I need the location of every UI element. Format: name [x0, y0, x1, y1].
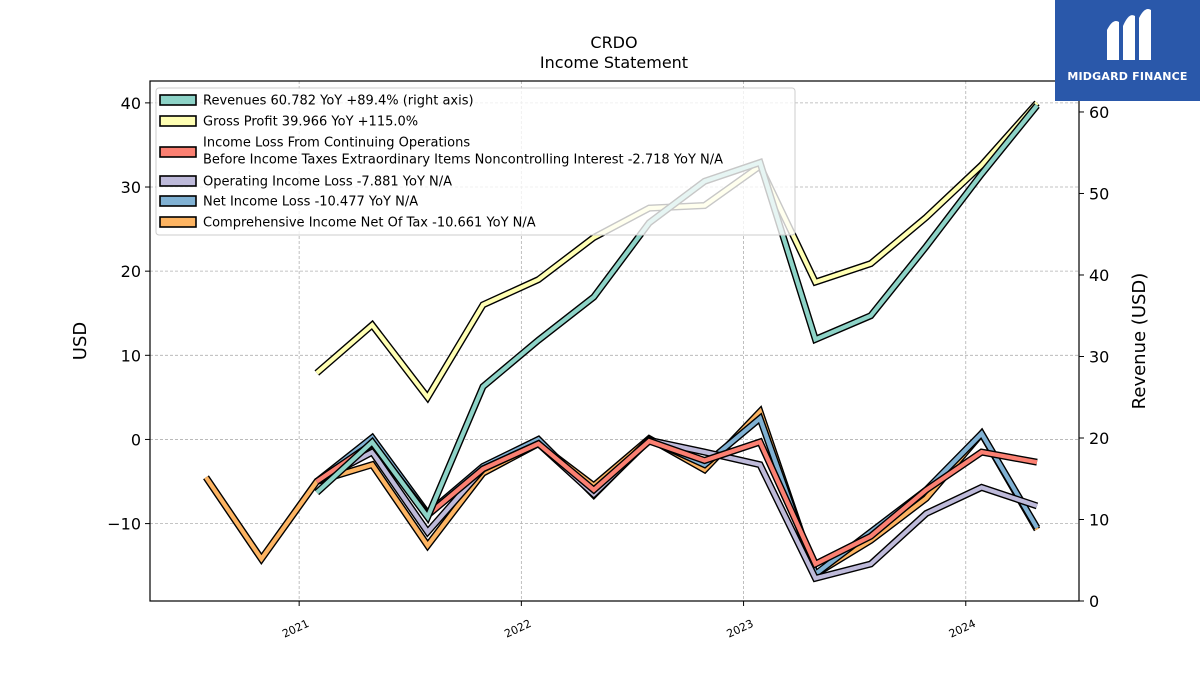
y-tick-label: 10 [121, 346, 141, 365]
y-tick-label: 20 [121, 262, 141, 281]
midgard-finance-logo: MIDGARD FINANCE [1055, 0, 1200, 101]
series-line-outline [203, 405, 1041, 580]
legend-label: Operating Income Loss -7.881 YoY N/A [203, 175, 452, 190]
right-y-tick-label: 10 [1089, 510, 1109, 529]
logo-icon [1107, 9, 1151, 60]
series-5 [203, 405, 1041, 580]
legend-label: Revenues 60.782 YoY +89.4% (right axis) [203, 94, 474, 109]
right-y-tick-label: 40 [1089, 266, 1109, 285]
x-tick-label: 2022 [502, 617, 533, 641]
x-tick-label: 2021 [280, 617, 311, 641]
legend-label: Net Income Loss -10.477 YoY N/A [203, 195, 418, 210]
series-3 [315, 436, 1039, 583]
series-line [315, 438, 1038, 581]
y-axis-label: USD [70, 322, 91, 360]
legend-swatch [159, 216, 197, 228]
legend-swatch [159, 146, 197, 158]
legend: Revenues 60.782 YoY +89.4% (right axis) G… [155, 87, 796, 236]
right-y-tick-label: 50 [1089, 184, 1109, 203]
series-line [315, 438, 1038, 567]
right-y-tick-label: 0 [1089, 592, 1099, 611]
legend-swatch [159, 175, 197, 187]
right-y-tick-label: 60 [1089, 103, 1109, 122]
legend-label: Comprehensive Income Net Of Tax -10.661 … [203, 216, 536, 231]
logo-wordmark: MIDGARD FINANCE [1067, 70, 1188, 83]
right-y-axis-label: Revenue (USD) [1129, 273, 1150, 410]
legend-swatch [159, 195, 197, 207]
legend-swatch [159, 115, 197, 127]
y-tick-label: 30 [121, 178, 141, 197]
x-tick-label: 2023 [725, 617, 756, 641]
legend-label: Income Loss From Continuing Operations Be… [203, 136, 723, 168]
series-2 [314, 437, 1038, 569]
right-y-tick-label: 30 [1089, 347, 1109, 366]
right-y-tick-label: 20 [1089, 429, 1109, 448]
legend-swatch [159, 94, 197, 106]
plot-frame [149, 80, 1080, 602]
y-tick-label: 0 [131, 430, 141, 449]
y-tick-label: −10 [107, 515, 141, 534]
legend-label: Gross Profit 39.966 YoY +115.0% [203, 115, 418, 130]
x-tick-label: 2024 [947, 617, 978, 641]
chart-subtitle: Income Statement [540, 53, 688, 72]
chart-title: CRDO [590, 33, 637, 52]
series-line [204, 407, 1039, 578]
legend-box [155, 87, 796, 236]
y-tick-label: 40 [121, 94, 141, 113]
